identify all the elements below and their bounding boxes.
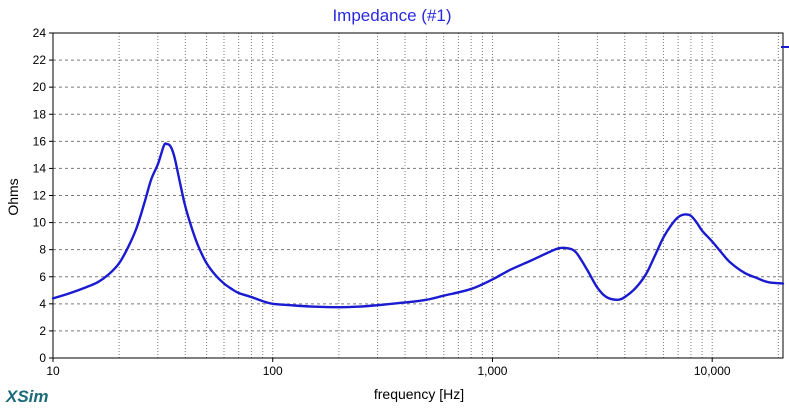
impedance-data-point (230, 288, 232, 290)
y-tick-label: 16 (33, 134, 47, 148)
impedance-data-point (223, 282, 225, 284)
impedance-data-point (169, 144, 171, 146)
y-tick-label: 22 (33, 53, 47, 67)
x-tick-label: 100 (263, 364, 283, 378)
impedance-data-point (645, 273, 647, 275)
y-tick-label: 14 (33, 161, 47, 175)
impedance-data-point (470, 288, 472, 290)
impedance-data-point (425, 299, 427, 301)
impedance-data-point (359, 305, 361, 307)
impedance-data-point (404, 301, 406, 303)
x-axis-label: frequency [Hz] (374, 386, 464, 402)
impedance-data-point (711, 240, 713, 242)
impedance-data-point (166, 143, 168, 145)
impedance-data-point (509, 269, 511, 271)
impedance-data-point (605, 296, 607, 298)
y-tick-label: 4 (39, 297, 46, 311)
impedance-data-point (662, 236, 664, 238)
impedance-data-point (782, 282, 784, 284)
impedance-data-point (69, 292, 71, 294)
y-tick-label: 10 (33, 216, 47, 230)
impedance-data-point (310, 305, 312, 307)
impedance-data-point (443, 295, 445, 297)
y-tick-label: 0 (39, 351, 46, 365)
impedance-data-point (127, 246, 129, 248)
impedance-data-point (214, 274, 216, 276)
y-tick-label: 6 (39, 270, 46, 284)
y-tick-label: 8 (39, 243, 46, 257)
impedance-data-point (635, 286, 637, 288)
impedance-data-point (670, 224, 672, 226)
impedance-data-point (118, 262, 120, 264)
impedance-data-point (250, 296, 252, 298)
impedance-data-point (728, 261, 730, 263)
impedance-data-point (184, 205, 186, 207)
impedance-data-point (97, 281, 99, 283)
impedance-data-point (695, 221, 697, 223)
impedance-data-point (701, 230, 703, 232)
impedance-data-point (684, 213, 686, 215)
series-layer (51, 142, 785, 309)
x-tick-label: 10 (46, 364, 60, 378)
impedance-data-point (191, 228, 193, 230)
impedance-data-point (491, 278, 493, 280)
impedance-data-point (720, 251, 722, 253)
impedance-data-point (586, 269, 588, 271)
impedance-data-point (530, 259, 532, 261)
impedance-data-point (767, 281, 769, 283)
x-tick-label: 1,000 (477, 364, 507, 378)
impedance-data-point (179, 183, 181, 185)
chart-title: Impedance (#1) (332, 6, 451, 25)
impedance-data-point (84, 286, 86, 288)
impedance-data-point (135, 227, 137, 229)
impedance-data-point (338, 306, 340, 308)
impedance-data-point (157, 163, 159, 165)
y-tick-label: 2 (39, 324, 46, 338)
impedance-data-point (624, 296, 626, 298)
impedance-data-point (143, 202, 145, 204)
impedance-data-point (677, 216, 679, 218)
y-axis-label: Ohms (5, 178, 21, 215)
y-tick-label: 12 (33, 189, 47, 203)
impedance-series-line (51, 142, 785, 309)
impedance-data-point (205, 262, 207, 264)
impedance-data-point (690, 215, 692, 217)
impedance-data-point (272, 303, 274, 305)
grid-lines (53, 33, 783, 358)
impedance-data-point (567, 247, 569, 249)
impedance-data-point (52, 297, 54, 299)
impedance-data-point (174, 159, 176, 161)
impedance-data-point (238, 292, 240, 294)
impedance-data-point (557, 247, 559, 249)
impedance-data-point (616, 299, 618, 301)
impedance-data-point (743, 271, 745, 273)
impedance-data-point (150, 178, 152, 180)
y-tick-label: 24 (33, 26, 47, 40)
impedance-data-point (108, 273, 110, 275)
impedance-data-point (596, 286, 598, 288)
xsim-logo: XSim (6, 387, 49, 406)
impedance-data-point (197, 246, 199, 248)
impedance-data-point (289, 304, 291, 306)
impedance-data-point (654, 254, 656, 256)
impedance-data-point (376, 304, 378, 306)
y-tick-label: 18 (33, 107, 47, 121)
impedance-data-point (261, 300, 263, 302)
impedance-data-point (756, 277, 758, 279)
impedance-data-point (163, 144, 165, 146)
impedance-data-point (575, 251, 577, 253)
x-tick-label: 10,000 (694, 364, 731, 378)
impedance-data-point (547, 251, 549, 253)
y-tick-label: 20 (33, 80, 47, 94)
impedance-data-point (171, 150, 173, 152)
